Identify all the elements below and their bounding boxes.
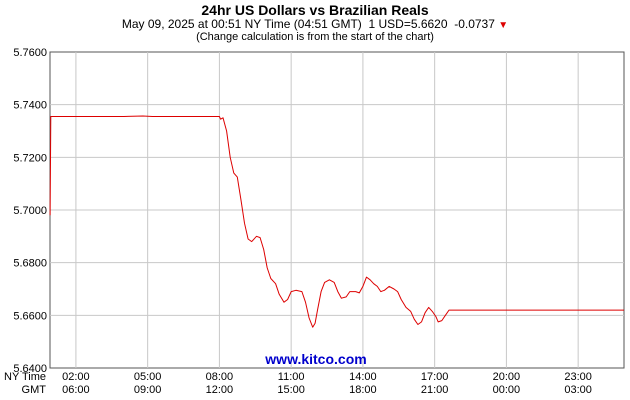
kitco-watermark: www.kitco.com: [265, 351, 367, 367]
y-tick-label: 5.6400: [13, 363, 47, 375]
x-tick-label-ny: 08:00: [206, 371, 234, 383]
x-tick-label-gmt: 03:00: [564, 384, 592, 396]
x-tick-label-gmt: 18:00: [349, 384, 377, 396]
gmt-open-paren: (: [293, 17, 298, 31]
change-calculation-note: (Change calculation is from the start of…: [196, 31, 434, 43]
quote-gmt-time: 04:51 GMT: [297, 17, 358, 31]
y-tick-label: 5.6600: [13, 310, 47, 322]
y-tick-label: 5.6800: [13, 258, 47, 270]
y-tick-label: 5.7000: [13, 205, 47, 217]
chart-title: 24hr US Dollars vs Brazilian Reals: [201, 2, 429, 18]
down-triangle-icon: ▼: [498, 20, 509, 31]
chart-subtitle: May 09, 2025 at 00:51 NY Time (04:51 GMT…: [0, 17, 630, 31]
quote-ny-time: 00:51 NY Time: [211, 17, 291, 31]
x-tick-label-gmt: 06:00: [62, 384, 90, 396]
quote-date: May 09, 2025: [121, 17, 195, 31]
y-tick-label: 5.7200: [13, 152, 47, 164]
x-tick-label-ny: 05:00: [134, 371, 162, 383]
x-tick-label-gmt: 21:00: [421, 384, 449, 396]
x-tick-label-gmt: 15:00: [277, 384, 305, 396]
at-text: at: [197, 17, 208, 31]
quote-rate: 1 USD=5.6620: [368, 17, 448, 31]
price-line: [49, 115, 624, 328]
ny-time-row-label: NY Time: [4, 371, 46, 383]
x-tick-label-ny: 23:00: [564, 371, 592, 383]
x-tick-label-gmt: 12:00: [206, 384, 234, 396]
x-tick-label-gmt: 09:00: [134, 384, 162, 396]
x-tick-label-gmt: 00:00: [493, 384, 521, 396]
x-tick-label-ny: 20:00: [493, 371, 521, 383]
quote-change: -0.0737: [454, 17, 495, 31]
x-tick-label-ny: 14:00: [349, 371, 377, 383]
x-tick-label-ny: 11:00: [278, 371, 305, 383]
x-tick-label-ny: 17:00: [421, 371, 449, 383]
x-tick-label-ny: 02:00: [62, 371, 90, 383]
y-tick-label: 5.7400: [13, 100, 47, 112]
gmt-row-label: GMT: [22, 384, 47, 396]
y-tick-label: 5.7600: [13, 47, 47, 59]
gmt-close-paren: ): [357, 17, 362, 31]
